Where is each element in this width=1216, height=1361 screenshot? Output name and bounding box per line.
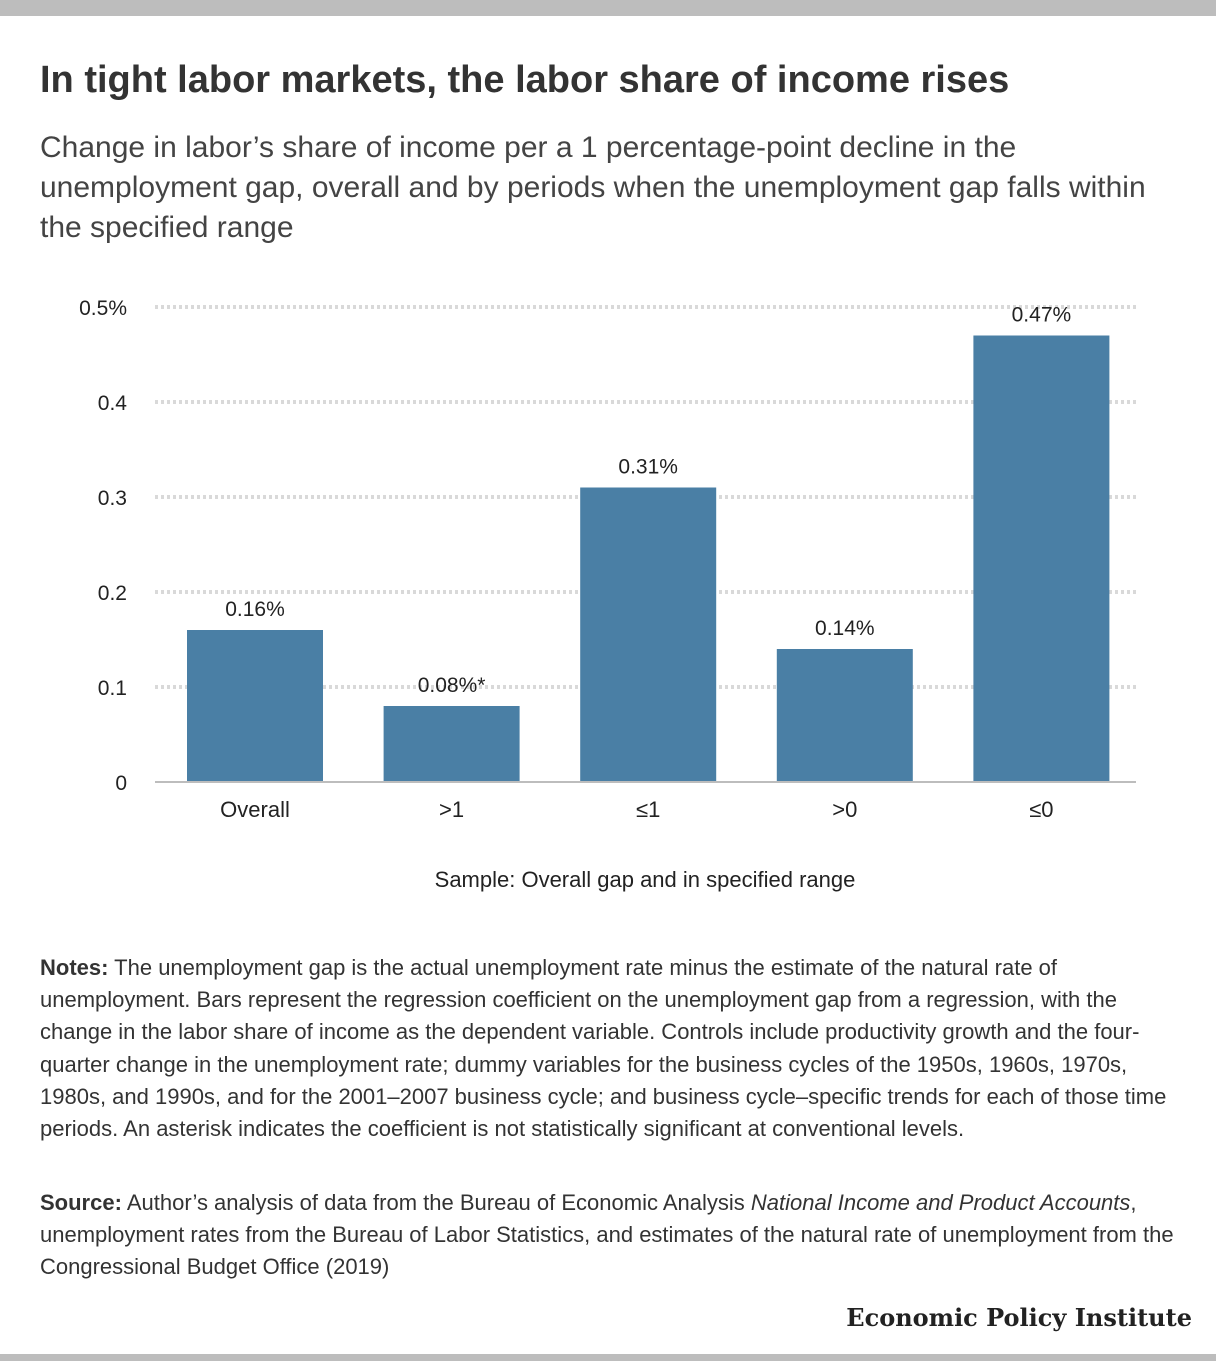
- y-axis-ticks: 0 0.1 0.2 0.3 0.4 0.5%: [79, 297, 127, 795]
- data-label: 0.14%: [815, 617, 875, 640]
- bar-chart: 00.10.20.30.40.5% 0.16%0.08%*0.31%0.14%0…: [79, 297, 1136, 892]
- data-labels: 0.16% 0.08%* 0.31% 0.14% 0.47%: [225, 304, 1071, 698]
- x-tick-label: ≤0: [1029, 797, 1053, 822]
- y-tick-label: 0.3: [98, 487, 127, 510]
- source-text-before: Author’s analysis of data from the Burea…: [121, 1190, 751, 1215]
- x-axis-title: Sample: Overall gap and in specified ran…: [435, 867, 856, 892]
- chart-title: In tight labor markets, the labor share …: [40, 59, 1010, 101]
- y-tick-label: 0: [115, 772, 127, 795]
- bar: [383, 706, 520, 782]
- data-label: 0.16%: [225, 598, 285, 621]
- bottom-border: [0, 1354, 1216, 1361]
- chart-subtitle: Change in labor’s share of income per a …: [40, 131, 1146, 244]
- x-tick-label: >1: [439, 797, 464, 822]
- bar: [776, 649, 913, 782]
- x-tick-label: >0: [832, 797, 857, 822]
- top-border: [0, 0, 1216, 16]
- bars: [187, 335, 1110, 782]
- source-text-after: , unemployment rates from the Bureau of …: [40, 1190, 1174, 1280]
- source-label: Source:: [40, 1190, 122, 1215]
- bar: [973, 335, 1110, 782]
- data-label: 0.08%*: [418, 674, 486, 697]
- notes-label: Notes:: [40, 955, 109, 980]
- epi-logo: Economic Policy Institute: [846, 1303, 1192, 1332]
- data-label: 0.31%: [618, 456, 678, 479]
- x-axis-ticks: Overall >1 ≤1 >0 ≤0: [220, 797, 1053, 822]
- notes-text: The unemployment gap is the actual unemp…: [40, 955, 1167, 1142]
- y-tick-label: 0.4: [98, 392, 128, 415]
- x-tick-label: ≤1: [636, 797, 660, 822]
- source-italic-title: National Income and Product Accounts: [750, 1190, 1131, 1215]
- bar: [580, 487, 717, 782]
- y-tick-label: 0.1: [98, 677, 127, 700]
- notes: Notes: The unemployment gap is the actua…: [40, 952, 1180, 1145]
- y-tick-label: 0.5%: [79, 297, 127, 320]
- bar: [187, 630, 323, 782]
- y-tick-label: 0.2: [98, 582, 127, 605]
- data-label: 0.47%: [1012, 304, 1072, 327]
- source: Source: Author’s analysis of data from t…: [40, 1187, 1180, 1284]
- x-tick-label: Overall: [220, 797, 290, 822]
